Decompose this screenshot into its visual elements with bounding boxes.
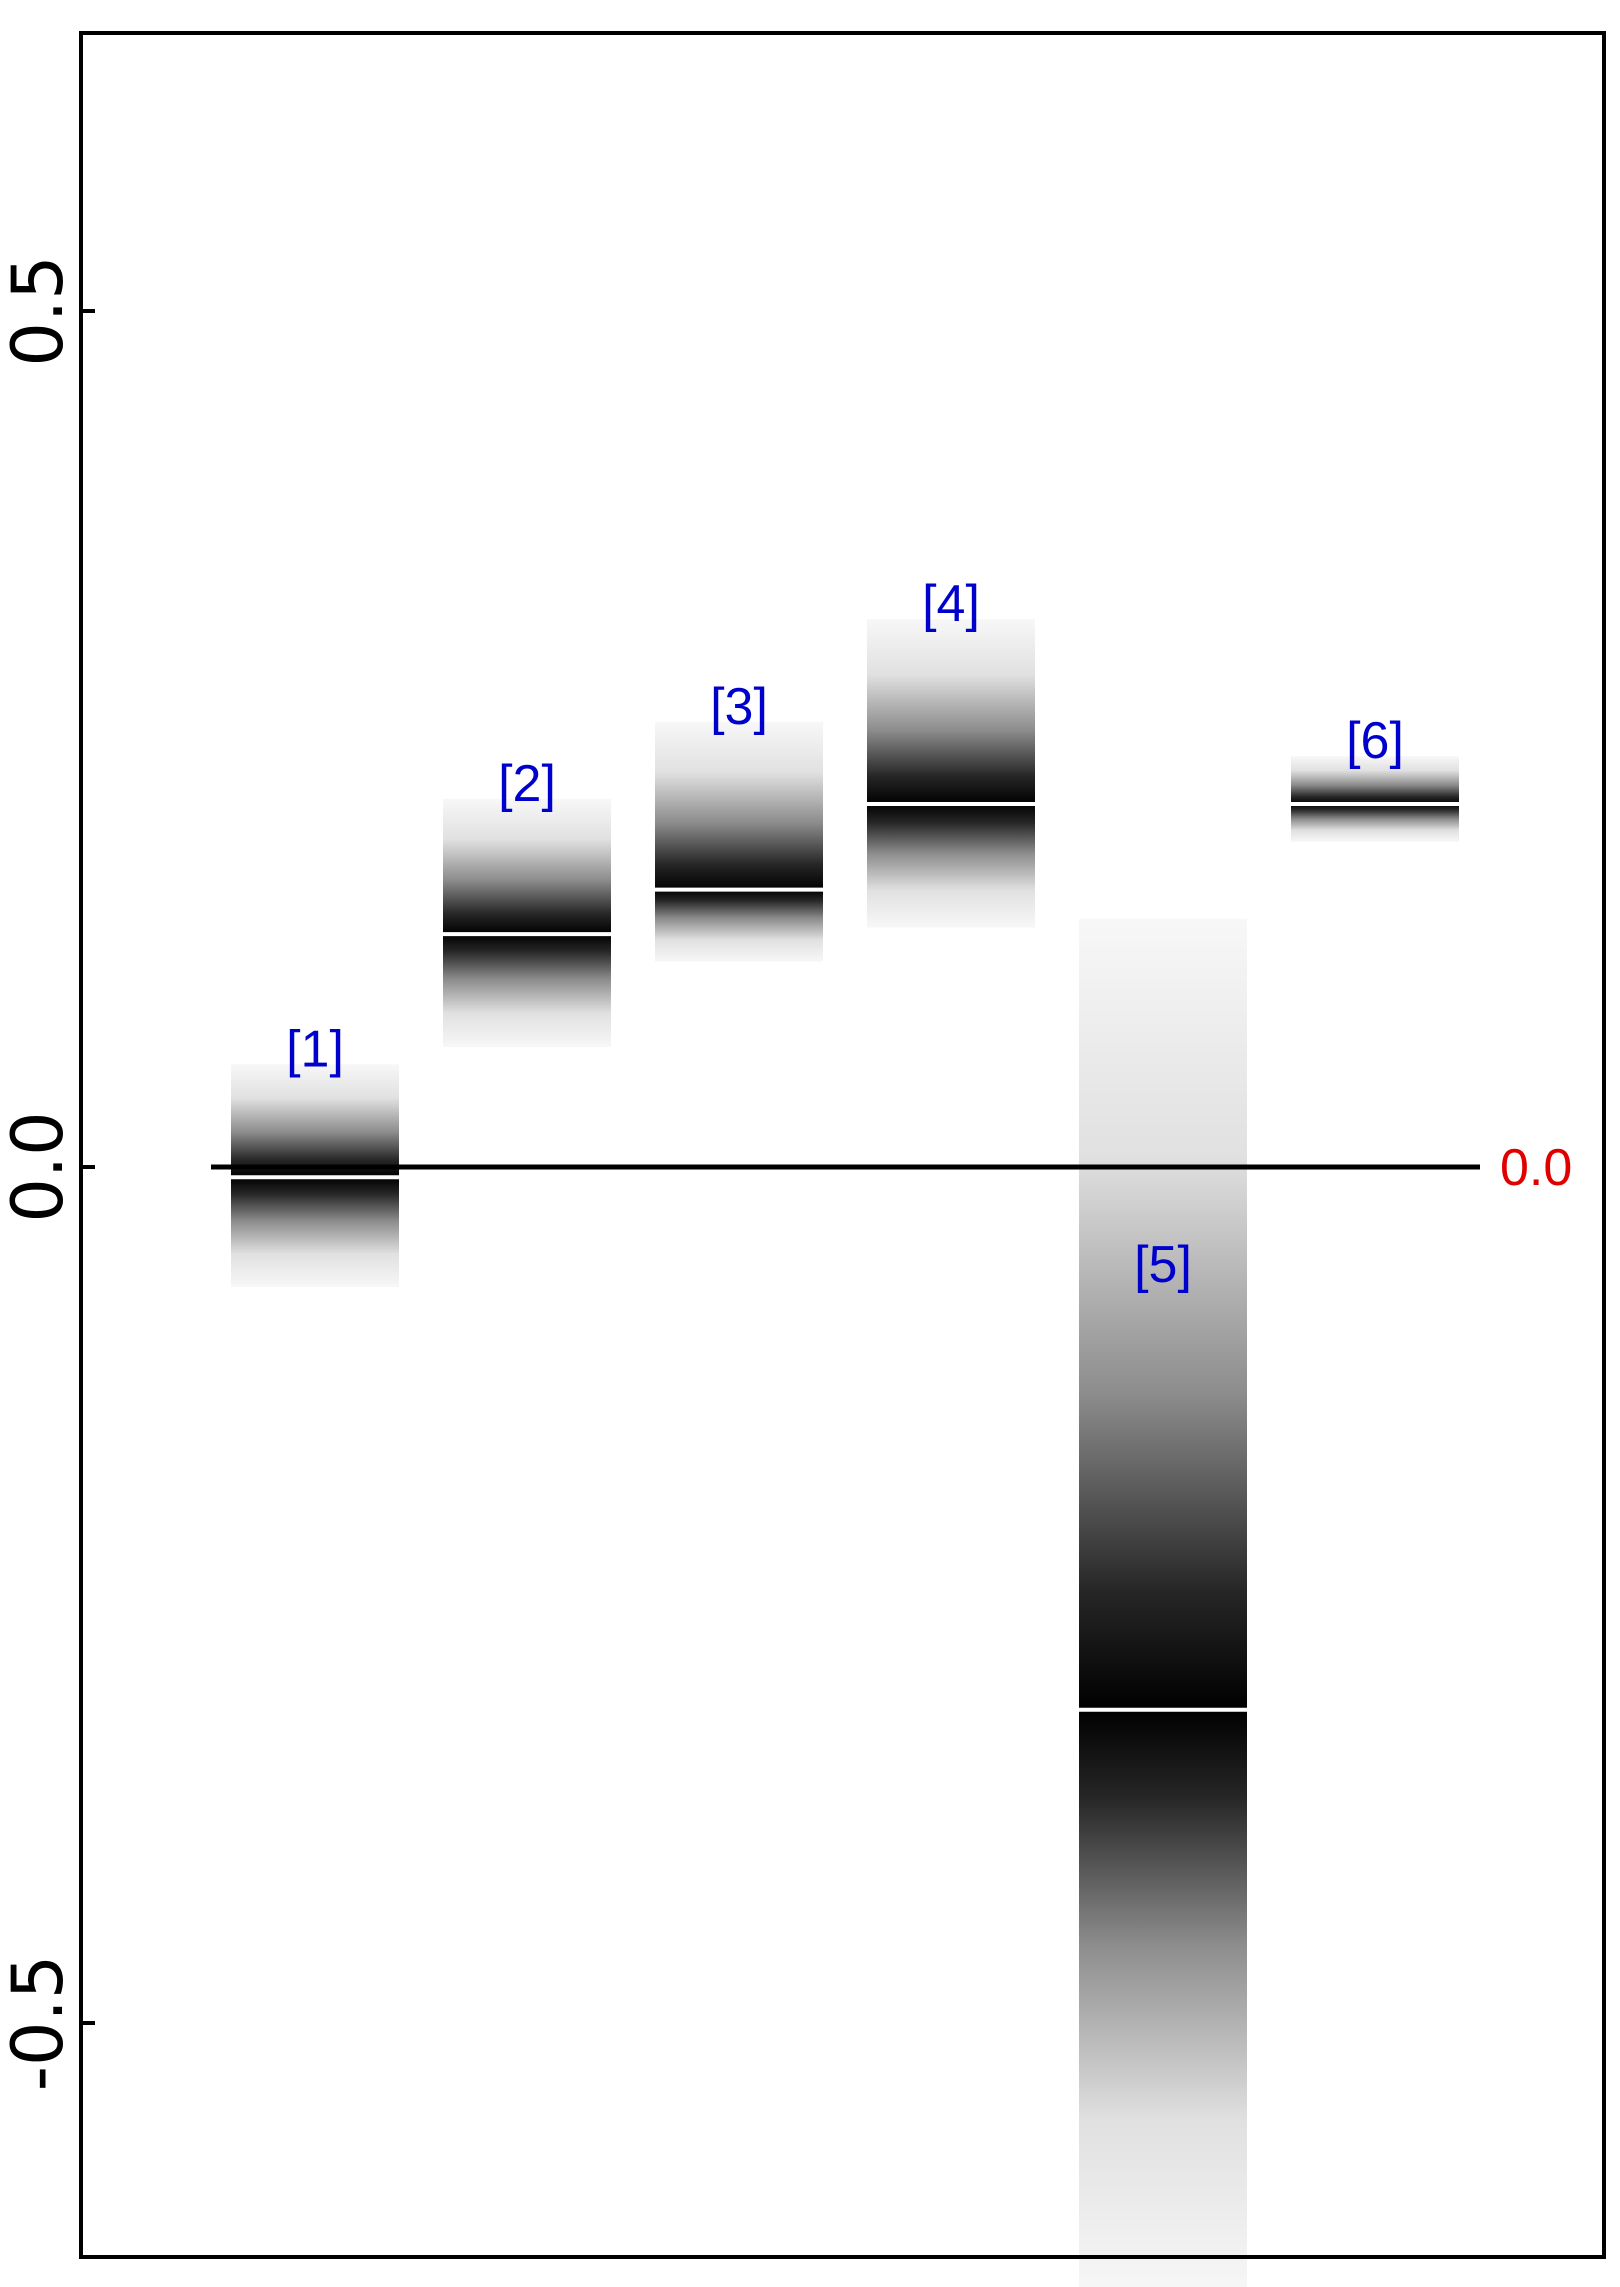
bar-4 xyxy=(867,619,1035,928)
bars-layer: [1] [2] [3] [4] [5] [6] xyxy=(231,575,1459,2287)
bar-2 xyxy=(443,798,611,1048)
y-tick-label-1: 0.5 xyxy=(0,255,79,366)
bar-4-label: [4] xyxy=(922,575,980,633)
plot-frame xyxy=(79,31,1606,2259)
y-tick-label-3: -0.5 xyxy=(0,1955,79,2092)
bar-2-label: [2] xyxy=(498,755,556,813)
bar-3-label: [3] xyxy=(710,678,768,736)
y-tick-label-2: 0.0 xyxy=(0,1111,79,1222)
bar-5-label: [5] xyxy=(1134,1236,1192,1294)
reference-line-label: 0.0 xyxy=(1500,1139,1572,1197)
bar-1-label: [1] xyxy=(286,1020,344,1078)
bar-6 xyxy=(1291,756,1459,842)
bar-3 xyxy=(655,721,823,962)
reference-line-group: 0.0 xyxy=(211,1139,1572,1197)
y-axis: 0.5 0.0 -0.5 xyxy=(0,255,95,2091)
bar-5 xyxy=(1079,918,1247,2287)
bar-6-label: [6] xyxy=(1346,712,1404,770)
